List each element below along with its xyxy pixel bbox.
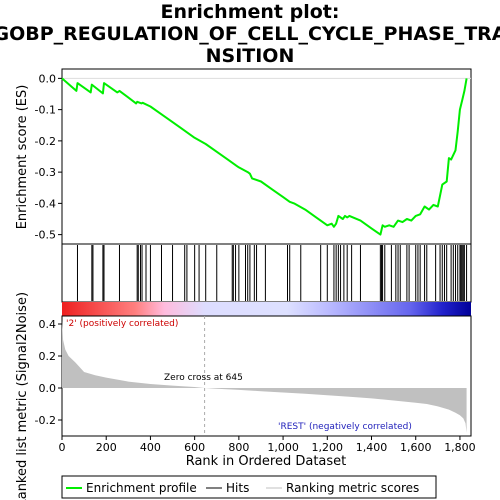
metric-x-tick-label: 600 (184, 441, 205, 454)
es-y-tick-label: 0.0 (39, 72, 57, 85)
metric-y-tick-label: 0.0 (39, 382, 57, 395)
metric-x-tick-label: 1,800 (444, 441, 476, 454)
ranking-color-bar (62, 302, 471, 316)
hits-panel-frame (62, 244, 471, 302)
metric-x-tick-label: 1,600 (400, 441, 432, 454)
es-y-axis: 0.0 -0.1 -0.2 -0.3 -0.4 -0.5 (35, 72, 62, 241)
metric-y-tick-label: -0.2 (35, 414, 56, 427)
legend-label-metric: Ranking metric scores (286, 481, 419, 495)
title-line-3: NSITION (206, 45, 295, 67)
title-line-1: Enrichment plot: (161, 1, 340, 23)
es-y-tick-label: -0.1 (35, 104, 56, 117)
metric-y-label: Ranked list metric (Signal2Noise) (15, 292, 30, 500)
es-y-tick-label: -0.3 (35, 166, 56, 179)
legend-label-hits: Hits (226, 481, 249, 495)
metric-y-axis: 0.4 0.2 0.0 -0.2 (35, 318, 62, 427)
metric-x-tick-label: 400 (140, 441, 161, 454)
metric-x-label: Rank in Ordered Dataset (186, 454, 347, 469)
metric-x-tick-label: 0 (59, 441, 66, 454)
metric-panel: 0.4 0.2 0.0 -0.2 0 200 400 600 800 1,000 1,200 1,4… (15, 292, 476, 500)
zero-cross-label: Zero cross at 645 (164, 373, 243, 383)
metric-x-tick-label: 1,400 (356, 441, 388, 454)
metric-y-tick-label: 0.2 (39, 350, 57, 363)
es-y-label: Enrichment score (ES) (15, 85, 30, 230)
legend: Enrichment profile Hits Ranking metric s… (62, 476, 436, 498)
legend-label-es: Enrichment profile (86, 481, 197, 495)
metric-x-axis: 0 200 400 600 800 1,000 1,200 1,400 1,600 1,800 (59, 436, 476, 454)
hits-panel (62, 244, 471, 302)
metric-x-tick-label: 1,000 (267, 441, 299, 454)
es-panel-frame (62, 69, 471, 244)
es-y-tick-label: -0.2 (35, 135, 56, 148)
metric-panel-frame (62, 316, 471, 436)
positive-label: '2' (positively correlated) (66, 319, 178, 329)
metric-x-tick-label: 800 (228, 441, 249, 454)
metric-y-tick-label: 0.4 (39, 318, 57, 331)
metric-x-tick-label: 200 (96, 441, 117, 454)
metric-x-tick-label: 1,200 (312, 441, 344, 454)
es-y-tick-label: -0.5 (35, 229, 56, 242)
negative-label: 'REST' (negatively correlated) (278, 422, 412, 432)
title-line-2: GOBP_REGULATION_OF_CELL_CYCLE_PHASE_TRA (0, 23, 500, 45)
es-y-tick-label: -0.4 (35, 197, 56, 210)
es-panel: 0.0 -0.1 -0.2 -0.3 -0.4 -0.5 Enrichment score… (15, 69, 471, 244)
